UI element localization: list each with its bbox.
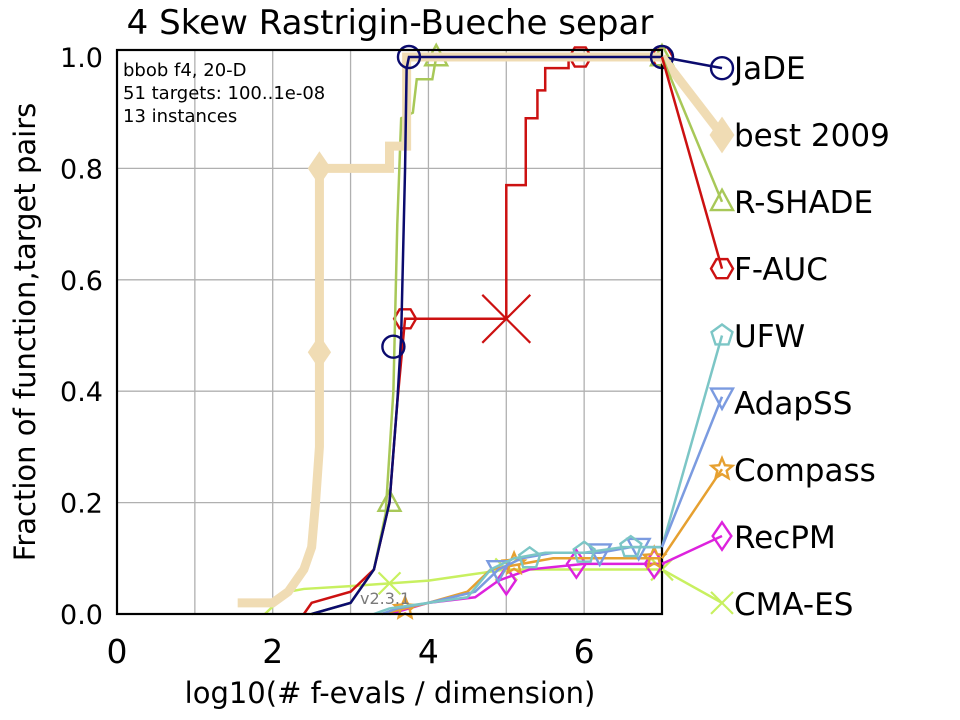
legend-label: AdapSS — [734, 386, 852, 422]
legend-marker — [710, 591, 734, 615]
series-lines — [237, 42, 676, 620]
legend-marker — [708, 455, 736, 481]
series-best-2009 — [237, 52, 662, 608]
data-point — [586, 543, 613, 568]
x-tick-label: 6 — [574, 632, 595, 671]
info-line-2: 51 targets: 100..1e-08 — [123, 83, 325, 104]
version-label: v2.3.1 — [360, 589, 410, 608]
data-point — [572, 540, 597, 563]
y-tick-labels: 0.0 0.2 0.4 0.6 0.8 1.0 — [60, 43, 103, 631]
series-line — [237, 52, 662, 608]
y-tick-label: 0.2 — [60, 489, 103, 520]
series-r-shade — [311, 42, 676, 616]
grid-lines — [117, 50, 662, 614]
legend-item: F-AUC — [660, 56, 828, 288]
legend-item: JaDE — [661, 51, 806, 87]
final-budget-cross — [481, 294, 532, 344]
y-tick-label: 0.8 — [60, 154, 103, 185]
data-point — [377, 571, 402, 596]
legend-marker — [709, 257, 735, 280]
series-line — [311, 55, 662, 616]
y-tick-label: 0.0 — [60, 600, 103, 631]
legend-item: CMA-ES — [661, 568, 853, 623]
legend-label: R-SHADE — [734, 185, 873, 221]
legend: JaDE best 2009 R-SHADE F-AUC UFW AdapSS Compas… — [658, 51, 890, 623]
legend-marker — [709, 116, 735, 154]
legend-item: Compass — [660, 453, 876, 559]
y-tick-label: 1.0 — [60, 43, 103, 74]
legend-item: RecPM — [661, 520, 836, 566]
legend-marker — [708, 187, 736, 212]
series-f-auc — [302, 46, 675, 615]
data-point — [485, 559, 512, 585]
series-line — [373, 545, 662, 616]
legend-label: Compass — [734, 453, 876, 489]
chart-title: 4 Skew Rastrigin-Bueche separ — [127, 3, 654, 43]
data-point — [396, 44, 422, 70]
info-line-1: bbob f4, 20-D — [123, 60, 247, 81]
y-tick-label: 0.4 — [60, 377, 103, 408]
legend-label: F-AUC — [734, 252, 828, 288]
series-line — [264, 568, 662, 615]
data-point — [307, 151, 332, 186]
x-tick-labels: 0 2 4 6 — [107, 632, 595, 671]
legend-label: RecPM — [734, 520, 836, 556]
x-axis-label: log10(# f-evals / dimension) — [185, 676, 596, 710]
legend-marker — [708, 387, 736, 412]
series-cma-es — [264, 557, 674, 615]
legend-marker — [709, 55, 735, 81]
legend-label: UFW — [734, 319, 805, 355]
legend-item: best 2009 — [658, 54, 890, 154]
data-point — [517, 545, 542, 569]
series-line — [311, 55, 662, 616]
series-line — [389, 562, 662, 616]
info-line-3: 13 instances — [123, 106, 237, 127]
legend-connector — [658, 54, 726, 138]
legend-item: AdapSS — [660, 386, 852, 548]
legend-item: R-SHADE — [660, 56, 873, 221]
legend-connector — [661, 568, 723, 604]
series-ufw — [373, 534, 662, 616]
y-tick-label: 0.6 — [60, 266, 103, 297]
data-point — [381, 334, 406, 359]
series-jade — [311, 44, 675, 616]
x-tick-label: 2 — [262, 632, 283, 671]
legend-label: JaDE — [732, 51, 806, 87]
data-point — [618, 534, 643, 558]
legend-connector — [660, 335, 724, 548]
legend-marker — [711, 520, 733, 552]
legend-label: CMA-ES — [734, 587, 853, 623]
x-tick-label: 0 — [107, 632, 128, 671]
data-point — [376, 487, 403, 513]
y-axis-label: Fraction of function,target pairs — [8, 103, 42, 562]
legend-connector — [660, 396, 724, 548]
legend-item: UFW — [660, 319, 805, 548]
legend-marker — [710, 323, 734, 346]
legend-connector — [660, 56, 724, 203]
plot-frame — [115, 48, 664, 616]
legend-connector — [660, 468, 724, 559]
legend-connector — [661, 534, 723, 566]
legend-label: best 2009 — [734, 118, 890, 154]
x-tick-label: 4 — [418, 632, 439, 671]
data-point — [307, 335, 332, 370]
data-point — [625, 537, 652, 562]
legend-connector — [660, 56, 724, 270]
series-line — [302, 55, 662, 615]
data-point — [495, 564, 518, 597]
